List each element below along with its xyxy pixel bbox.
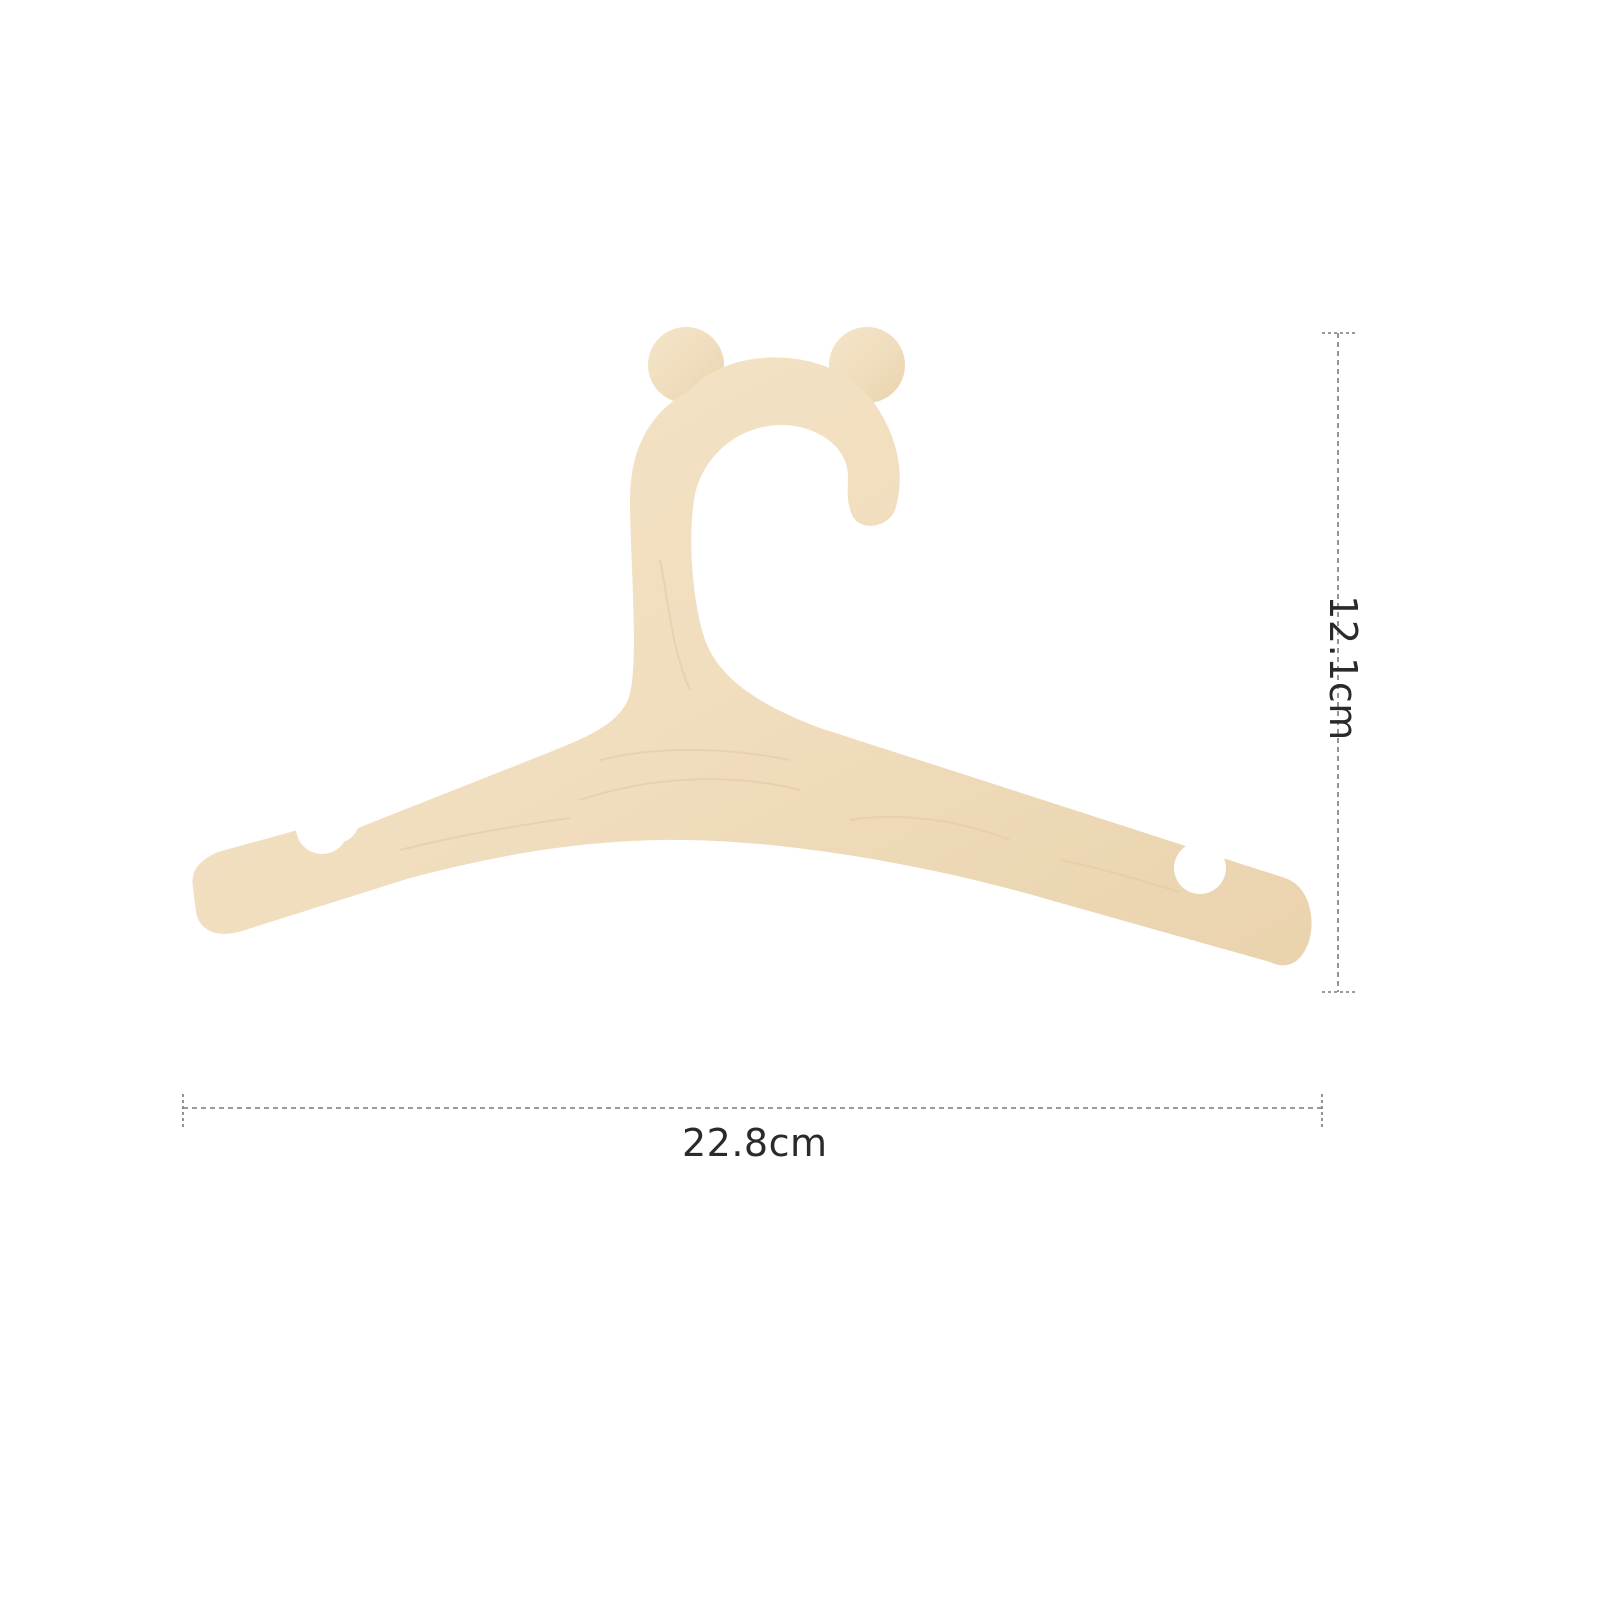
width-dimension bbox=[182, 1094, 1323, 1130]
hanger-body bbox=[192, 357, 1312, 966]
hanger bbox=[192, 327, 1312, 966]
height-dimension bbox=[1322, 332, 1356, 993]
height-label: 12.1cm bbox=[1320, 595, 1365, 741]
width-label: 22.8cm bbox=[682, 1121, 828, 1165]
wood-grain bbox=[399, 559, 1181, 893]
hanger-right-notch bbox=[1174, 842, 1226, 894]
hanger-left-notch bbox=[296, 802, 348, 854]
